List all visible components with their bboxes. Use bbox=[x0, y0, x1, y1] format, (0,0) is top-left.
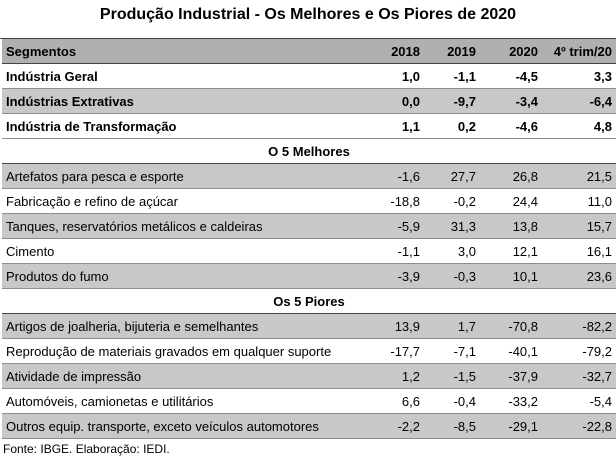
table-row: Indústria de Transformação 1,1 0,2 -4,6 … bbox=[2, 113, 616, 139]
value-2020: -33,2 bbox=[480, 388, 542, 414]
value-2019: -0,3 bbox=[424, 263, 480, 289]
value-2020: 26,8 bbox=[480, 163, 542, 189]
section-title: O 5 Melhores bbox=[2, 138, 616, 164]
value-2018: -1,1 bbox=[380, 238, 424, 264]
value-q4: 21,5 bbox=[542, 163, 616, 189]
value-q4: 23,6 bbox=[542, 263, 616, 289]
segment-name: Produtos do fumo bbox=[2, 263, 380, 289]
table-row: Reprodução de materiais gravados em qual… bbox=[2, 338, 616, 364]
value-2019: 27,7 bbox=[424, 163, 480, 189]
source-note: Fonte: IBGE. Elaboração: IEDI. bbox=[3, 442, 170, 456]
header-2020: 2020 bbox=[480, 39, 542, 64]
table-title: Produção Industrial - Os Melhores e Os P… bbox=[99, 6, 517, 23]
value-2020: -4,5 bbox=[480, 63, 542, 89]
value-2020: -4,6 bbox=[480, 113, 542, 139]
table-row: Artigos de joalheria, bijuteria e semelh… bbox=[2, 313, 616, 339]
header-2019: 2019 bbox=[424, 39, 480, 64]
value-q4: -79,2 bbox=[542, 338, 616, 364]
value-q4: -22,8 bbox=[542, 413, 616, 439]
value-2018: -18,8 bbox=[380, 188, 424, 214]
value-2020: 13,8 bbox=[480, 213, 542, 239]
table-header-row: Segmentos 2018 2019 2020 4º trim/20 bbox=[2, 39, 616, 64]
value-2020: 24,4 bbox=[480, 188, 542, 214]
top-border bbox=[0, 38, 616, 39]
value-2018: -2,2 bbox=[380, 413, 424, 439]
value-2019: -9,7 bbox=[424, 88, 480, 114]
value-2019: -8,5 bbox=[424, 413, 480, 439]
industrial-production-table: Segmentos 2018 2019 2020 4º trim/20 Indú… bbox=[2, 39, 616, 439]
segment-name: Indústria Geral bbox=[2, 63, 380, 89]
value-2019: -7,1 bbox=[424, 338, 480, 364]
value-2020: -70,8 bbox=[480, 313, 542, 339]
section-title: Os 5 Piores bbox=[2, 288, 616, 314]
table-row: Produtos do fumo -3,9 -0,3 10,1 23,6 bbox=[2, 263, 616, 289]
header-q4-2020: 4º trim/20 bbox=[542, 39, 616, 64]
value-q4: -5,4 bbox=[542, 388, 616, 414]
segment-name: Outros equip. transporte, exceto veículo… bbox=[2, 413, 380, 439]
value-2019: -1,5 bbox=[424, 363, 480, 389]
value-q4: 11,0 bbox=[542, 188, 616, 214]
table-row: Outros equip. transporte, exceto veículo… bbox=[2, 413, 616, 439]
segment-name: Cimento bbox=[2, 238, 380, 264]
table-row: Indústrias Extrativas 0,0 -9,7 -3,4 -6,4 bbox=[2, 88, 616, 114]
value-q4: -6,4 bbox=[542, 88, 616, 114]
value-2018: -5,9 bbox=[380, 213, 424, 239]
table-row: Artefatos para pesca e esporte -1,6 27,7… bbox=[2, 163, 616, 189]
value-2020: 10,1 bbox=[480, 263, 542, 289]
value-2019: -1,1 bbox=[424, 63, 480, 89]
value-2020: 12,1 bbox=[480, 238, 542, 264]
section-header-best: O 5 Melhores bbox=[2, 138, 616, 164]
value-2019: -0,4 bbox=[424, 388, 480, 414]
segment-name: Indústria de Transformação bbox=[2, 113, 380, 139]
value-2019: 31,3 bbox=[424, 213, 480, 239]
value-2020: -3,4 bbox=[480, 88, 542, 114]
segment-name: Indústrias Extrativas bbox=[2, 88, 380, 114]
value-2018: -1,6 bbox=[380, 163, 424, 189]
table-row: Cimento -1,1 3,0 12,1 16,1 bbox=[2, 238, 616, 264]
table-row: Indústria Geral 1,0 -1,1 -4,5 3,3 bbox=[2, 63, 616, 89]
value-q4: 15,7 bbox=[542, 213, 616, 239]
value-2018: -17,7 bbox=[380, 338, 424, 364]
value-2019: 0,2 bbox=[424, 113, 480, 139]
value-2020: -37,9 bbox=[480, 363, 542, 389]
segment-name: Atividade de impressão bbox=[2, 363, 380, 389]
value-2018: -3,9 bbox=[380, 263, 424, 289]
segment-name: Artefatos para pesca e esporte bbox=[2, 163, 380, 189]
value-2018: 1,2 bbox=[380, 363, 424, 389]
value-2018: 0,0 bbox=[380, 88, 424, 114]
segment-name: Automóveis, camionetas e utilitários bbox=[2, 388, 380, 414]
value-2018: 6,6 bbox=[380, 388, 424, 414]
value-2019: 3,0 bbox=[424, 238, 480, 264]
value-q4: 3,3 bbox=[542, 63, 616, 89]
segment-name: Fabricação e refino de açúcar bbox=[2, 188, 380, 214]
value-2019: -0,2 bbox=[424, 188, 480, 214]
section-header-worst: Os 5 Piores bbox=[2, 288, 616, 314]
value-q4: -32,7 bbox=[542, 363, 616, 389]
value-2018: 13,9 bbox=[380, 313, 424, 339]
table-row: Fabricação e refino de açúcar -18,8 -0,2… bbox=[2, 188, 616, 214]
segment-name: Tanques, reservatórios metálicos e calde… bbox=[2, 213, 380, 239]
table-row: Automóveis, camionetas e utilitários 6,6… bbox=[2, 388, 616, 414]
value-2020: -29,1 bbox=[480, 413, 542, 439]
value-q4: 4,8 bbox=[542, 113, 616, 139]
value-2018: 1,0 bbox=[380, 63, 424, 89]
segment-name: Artigos de joalheria, bijuteria e semelh… bbox=[2, 313, 380, 339]
value-q4: -82,2 bbox=[542, 313, 616, 339]
value-2019: 1,7 bbox=[424, 313, 480, 339]
value-2018: 1,1 bbox=[380, 113, 424, 139]
table-row: Atividade de impressão 1,2 -1,5 -37,9 -3… bbox=[2, 363, 616, 389]
value-2020: -40,1 bbox=[480, 338, 542, 364]
value-q4: 16,1 bbox=[542, 238, 616, 264]
segment-name: Reprodução de materiais gravados em qual… bbox=[2, 338, 380, 364]
header-2018: 2018 bbox=[380, 39, 424, 64]
header-segmentos: Segmentos bbox=[2, 39, 380, 64]
table-row: Tanques, reservatórios metálicos e calde… bbox=[2, 213, 616, 239]
